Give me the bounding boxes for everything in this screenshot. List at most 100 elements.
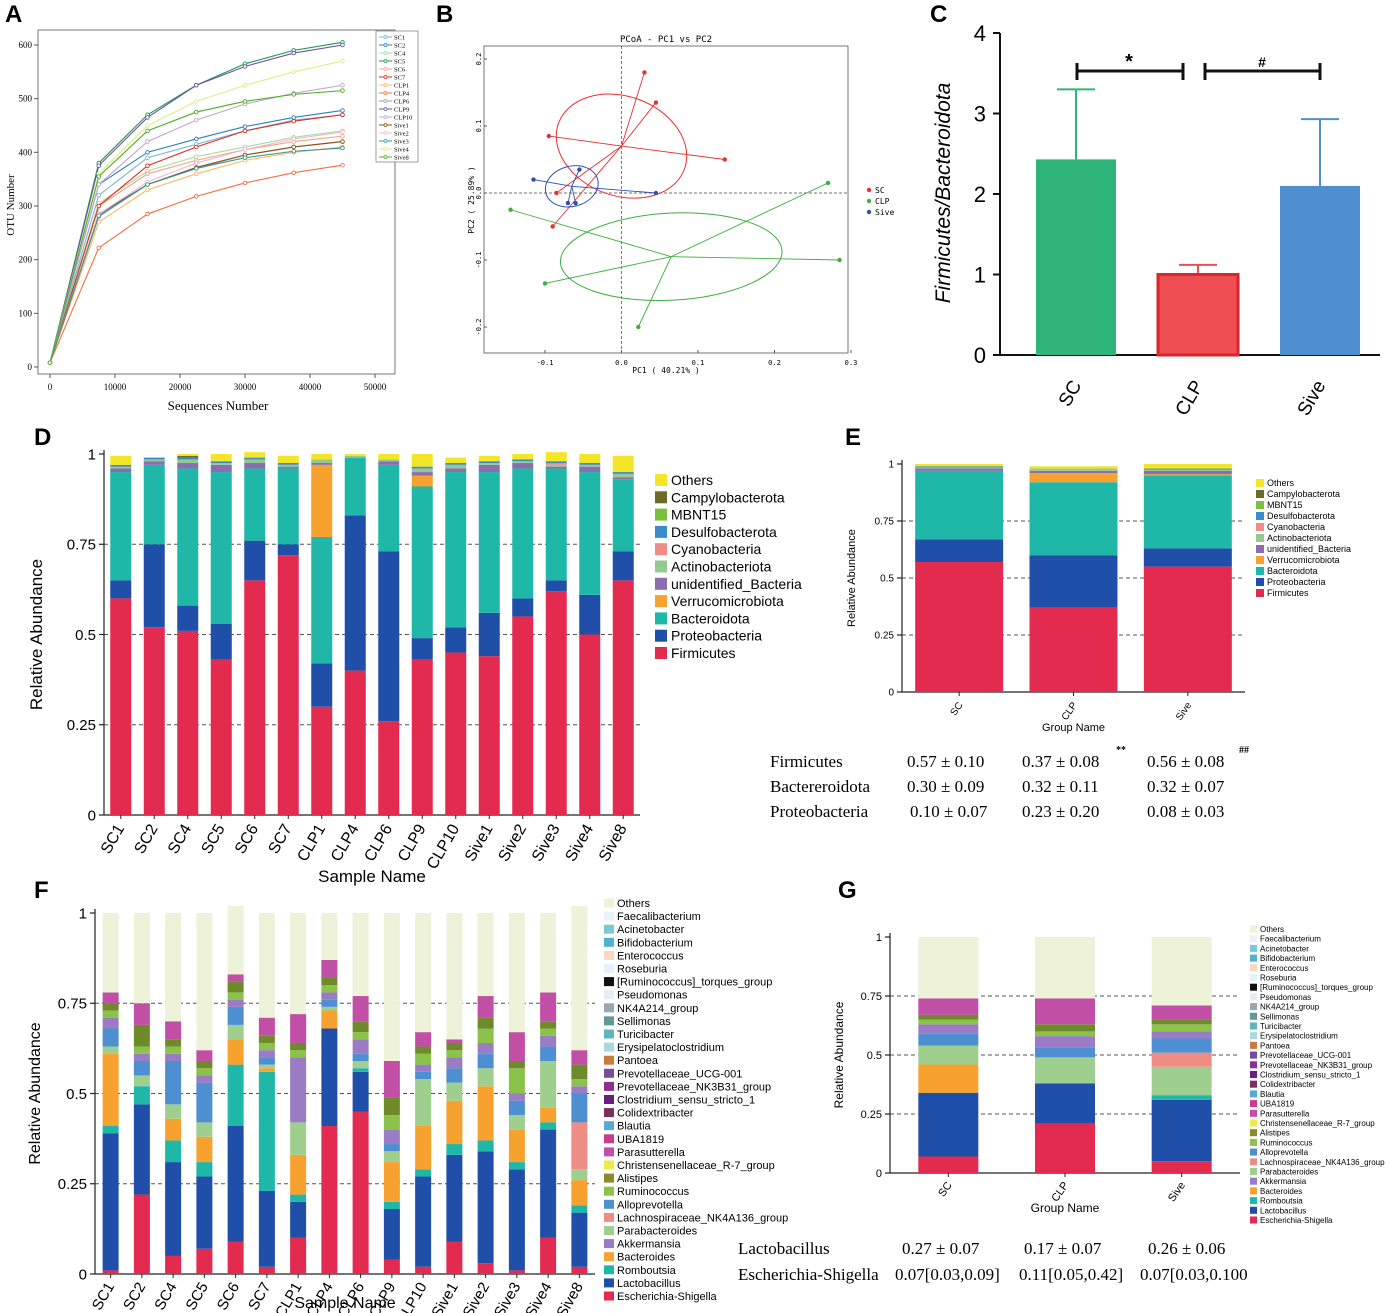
bar-segment bbox=[110, 468, 132, 473]
bar-segment bbox=[1029, 555, 1118, 608]
legend-label: Bacteroides bbox=[617, 1252, 676, 1264]
legend-swatch bbox=[604, 1042, 614, 1052]
legend-marker bbox=[383, 155, 388, 159]
bar-segment bbox=[311, 464, 333, 538]
data-point bbox=[193, 144, 199, 150]
bar-segment bbox=[244, 463, 266, 469]
bar-segment bbox=[383, 1144, 400, 1152]
bar-segment bbox=[411, 468, 433, 473]
bar-segment bbox=[446, 1154, 463, 1242]
legend-label: Acinetobacter bbox=[1260, 944, 1309, 953]
table-g-label: Escherichia-Shigella bbox=[738, 1265, 879, 1284]
legend-label: Erysipelatoclostridium bbox=[1260, 1032, 1338, 1041]
bar-segment bbox=[1035, 1057, 1095, 1084]
data-point bbox=[193, 194, 199, 199]
legend-swatch bbox=[1256, 567, 1264, 575]
bar-segment bbox=[545, 463, 567, 465]
bar-segment bbox=[383, 913, 400, 1062]
y-tick-label: 0.1 bbox=[475, 120, 483, 133]
legend-swatch bbox=[1250, 1109, 1257, 1117]
legend-label: Akkermansia bbox=[617, 1239, 681, 1251]
data-point bbox=[242, 128, 248, 134]
bar-segment bbox=[165, 1140, 182, 1163]
panel-a-rarefaction-chart: 0 10000 20000 30000 40000 50000 0 100 200 300 400 5… bbox=[5, 29, 419, 413]
table-e-cell: 0.32 ± 0.07 bbox=[1147, 777, 1225, 796]
data-point bbox=[193, 136, 199, 142]
y-tick-label: 1 bbox=[876, 932, 882, 944]
bar-segment bbox=[383, 1115, 400, 1130]
legend-label: Campylobacterota bbox=[671, 489, 785, 505]
x-tick-label: 10000 bbox=[104, 382, 127, 392]
bar-segment bbox=[446, 1050, 463, 1058]
bar-segment bbox=[244, 457, 266, 460]
bar-segment bbox=[512, 459, 534, 462]
bar-segment bbox=[321, 913, 338, 960]
table-e-cell: 0.30 ± 0.09 bbox=[907, 777, 984, 796]
table-e-label: Proteobacteria bbox=[770, 802, 869, 821]
x-axis-title: Group Name bbox=[1031, 1201, 1100, 1215]
bar-segment bbox=[352, 913, 369, 997]
legend-swatch bbox=[1256, 512, 1264, 520]
x-tick-label: SC1 bbox=[89, 1280, 118, 1313]
y-tick-label: 0 bbox=[28, 362, 33, 372]
data-point bbox=[291, 92, 297, 97]
legend-label: Sellimonas bbox=[1260, 1012, 1299, 1021]
legend-label: Clostridium_sensu_stricto_1 bbox=[617, 1095, 755, 1107]
bar-segment bbox=[571, 1050, 588, 1065]
data-point bbox=[193, 99, 199, 104]
data-point bbox=[96, 193, 101, 198]
legend-label: Romboutsia bbox=[617, 1265, 677, 1277]
table-e-cell: 0.57 ± 0.10 bbox=[907, 752, 984, 771]
legend-label: Pseudomonas bbox=[617, 990, 688, 1002]
legend-label: Sellimonas bbox=[617, 1016, 671, 1028]
bar-segment bbox=[445, 468, 467, 473]
legend-label: Bacteroidota bbox=[671, 610, 750, 626]
table-e-label: Firmicutes bbox=[770, 752, 843, 771]
legend-swatch bbox=[604, 924, 614, 934]
legend-swatch bbox=[604, 1134, 614, 1144]
bar-segment bbox=[477, 1017, 494, 1029]
legend-swatch bbox=[604, 1160, 614, 1170]
bar-segment bbox=[227, 981, 244, 993]
x-tick-label: 40000 bbox=[299, 382, 322, 392]
bar-segment bbox=[344, 670, 366, 815]
bar-segment bbox=[165, 1046, 182, 1054]
bar-segment bbox=[110, 455, 132, 465]
legend-swatch bbox=[1250, 1051, 1257, 1059]
bar-segment bbox=[290, 913, 307, 1015]
legend-label: Christensenellaceae_R-7_group bbox=[617, 1160, 775, 1172]
bar-segment bbox=[918, 1019, 979, 1025]
legend-swatch bbox=[1250, 1216, 1257, 1224]
bar-segment bbox=[446, 1082, 463, 1101]
bar-segment bbox=[1143, 475, 1232, 549]
bar-segment bbox=[196, 1075, 213, 1083]
y-axis-title: Relative Abundance bbox=[27, 1022, 44, 1164]
bar-segment bbox=[227, 992, 244, 1000]
bar-segment bbox=[210, 454, 232, 462]
legend-label: Others bbox=[1267, 478, 1295, 488]
series-line bbox=[49, 146, 343, 363]
bar-segment bbox=[918, 1014, 979, 1020]
bar-segment bbox=[1035, 1083, 1095, 1124]
table-e-cell: 0.23 ± 0.20 bbox=[1022, 802, 1099, 821]
bar-segment bbox=[344, 515, 366, 671]
bar-segment bbox=[915, 464, 1004, 467]
sample-point bbox=[546, 133, 552, 139]
x-tick-label: CLP1 bbox=[294, 821, 329, 864]
x-axis-title: Group Name bbox=[1042, 722, 1105, 734]
sample-point bbox=[542, 281, 548, 286]
bar-segment bbox=[545, 580, 567, 592]
legend-swatch bbox=[604, 950, 614, 960]
bar-segment bbox=[133, 1075, 150, 1087]
legend-swatch bbox=[604, 1147, 614, 1157]
x-tick-label: SC2 bbox=[131, 821, 161, 857]
y-tick-label: 500 bbox=[19, 94, 33, 104]
x-tick-label: 20000 bbox=[169, 382, 192, 392]
sample-point bbox=[565, 200, 571, 206]
legend-marker bbox=[383, 83, 388, 87]
legend-label: SC5 bbox=[394, 59, 405, 66]
legend-swatch bbox=[604, 898, 614, 908]
legend-label: Escherichia-Shigella bbox=[1260, 1216, 1333, 1225]
spider-line bbox=[533, 179, 572, 187]
x-tick-label: 0 bbox=[48, 382, 53, 392]
